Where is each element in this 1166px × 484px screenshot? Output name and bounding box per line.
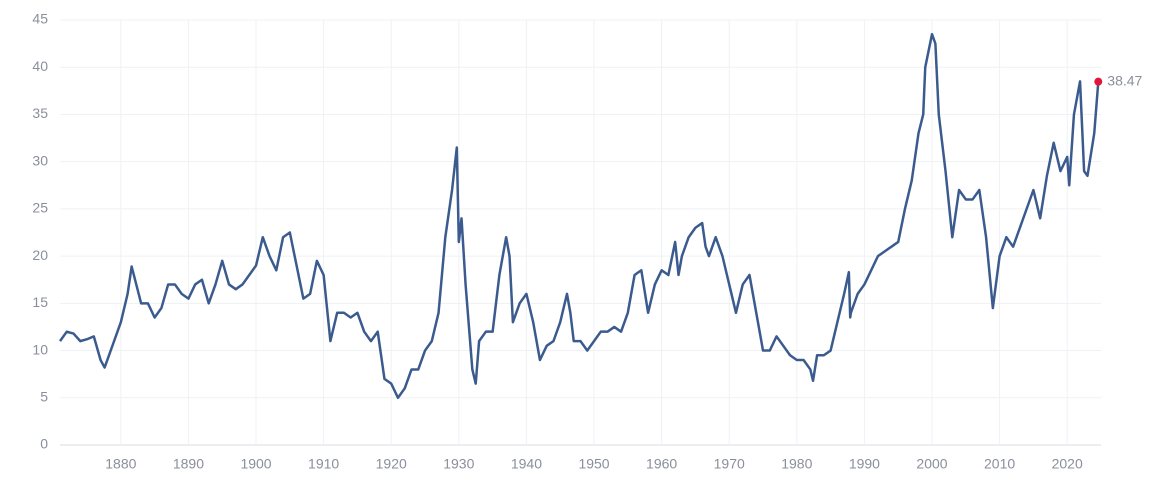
x-tick-label: 1970 (714, 456, 745, 472)
x-tick-label: 1880 (105, 456, 136, 472)
y-tick-label: 25 (32, 200, 48, 216)
last-point (1094, 77, 1103, 86)
y-tick-label: 20 (32, 247, 48, 263)
y-tick-label: 0 (40, 436, 48, 452)
y-tick-label: 40 (32, 58, 48, 74)
y-tick-label: 10 (32, 341, 48, 357)
x-tick-label: 1950 (578, 456, 609, 472)
x-tick-label: 1920 (376, 456, 407, 472)
x-tick-label: 1890 (173, 456, 204, 472)
y-tick-label: 15 (32, 294, 48, 310)
x-tick-label: 2010 (984, 456, 1015, 472)
x-tick-label: 2000 (916, 456, 947, 472)
y-tick-label: 5 (40, 388, 48, 404)
x-tick-label: 1930 (443, 456, 474, 472)
x-tick-label: 1980 (781, 456, 812, 472)
x-tick-label: 1900 (240, 456, 271, 472)
x-tick-label: 1990 (849, 456, 880, 472)
line-series (58, 32, 1100, 400)
x-tick-label: 1940 (511, 456, 542, 472)
y-tick-label: 30 (32, 152, 48, 168)
x-tick-label: 1910 (308, 456, 339, 472)
last-value-label: 38.47 (1107, 72, 1142, 88)
y-tick-label: 45 (32, 11, 48, 27)
x-tick-label: 1960 (646, 456, 677, 472)
x-tick-label: 2020 (1052, 456, 1083, 472)
y-tick-label: 35 (32, 105, 48, 121)
